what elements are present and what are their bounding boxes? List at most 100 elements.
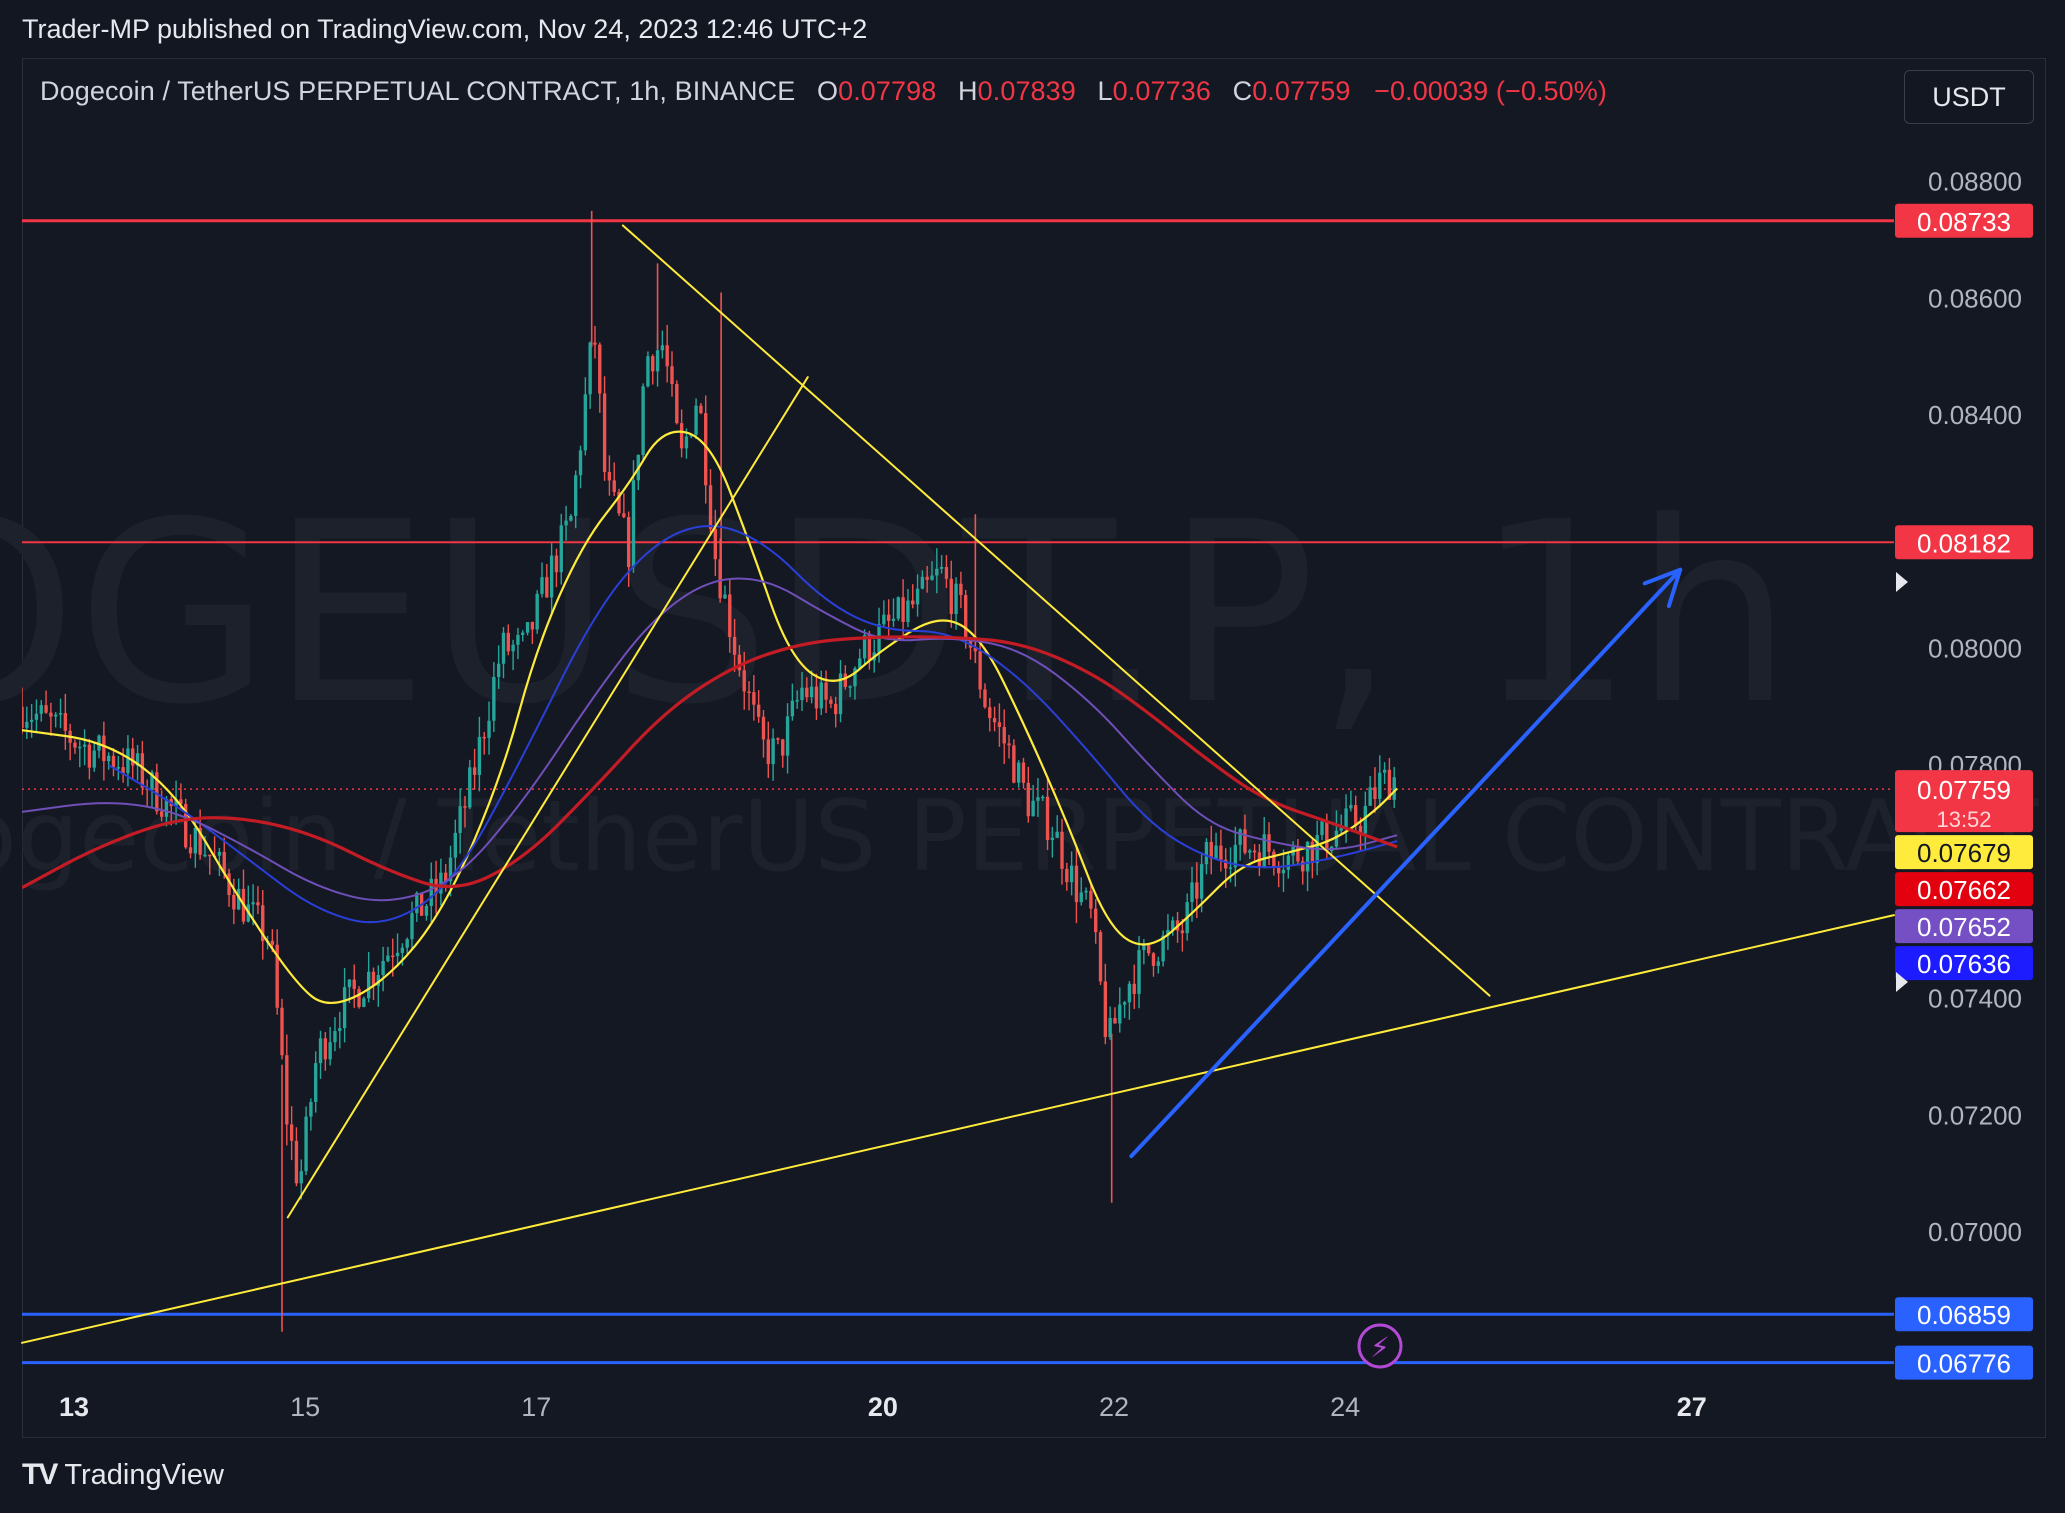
candle-body <box>862 635 867 659</box>
candle-body <box>607 471 612 481</box>
candle-body <box>651 356 655 372</box>
candle-body <box>602 393 607 472</box>
candle-body <box>227 873 231 895</box>
candle-body <box>728 594 732 637</box>
candle-body <box>1233 844 1238 868</box>
candle-body <box>834 703 838 715</box>
candle-body <box>371 971 376 986</box>
time-axis[interactable]: 13 15 17 20 22 24 27 <box>59 1392 1707 1422</box>
candle-body <box>574 475 578 517</box>
candle-body <box>289 1124 294 1141</box>
candle-body <box>684 436 689 449</box>
candle-body <box>1098 932 1103 982</box>
candle-body <box>1012 745 1016 783</box>
candle-body <box>1325 821 1329 851</box>
candle-body <box>116 767 120 769</box>
candle-body <box>843 673 848 687</box>
candle-body <box>704 413 708 486</box>
candle-body <box>1387 769 1392 800</box>
candle-body <box>501 632 506 664</box>
candle-body <box>251 902 255 905</box>
candle-body <box>742 670 746 692</box>
candle-body <box>1031 800 1035 817</box>
candle-body <box>867 635 872 661</box>
candle-body <box>665 345 669 367</box>
candle-body <box>29 719 34 722</box>
candle-body <box>444 872 448 882</box>
candle-body <box>641 386 645 455</box>
price-axis[interactable]: 0.088000.086000.084000.080000.078000.074… <box>1928 167 2022 1247</box>
candle-body <box>699 405 703 414</box>
alert-icon[interactable]: ⚡ <box>1357 1323 1403 1369</box>
candle-body <box>655 350 660 372</box>
candle-body <box>111 755 116 768</box>
candle-body <box>328 1042 332 1060</box>
ma-price-label: 0.07636 <box>1917 949 2011 979</box>
candle-body <box>1272 851 1276 868</box>
candle-body <box>1146 944 1151 954</box>
candle-body <box>309 1101 313 1117</box>
candle-body <box>506 632 510 652</box>
candle-body <box>87 744 92 768</box>
candle-body <box>622 513 626 518</box>
candle-body <box>261 905 265 942</box>
time-tick-label: 17 <box>521 1392 551 1422</box>
candle-body <box>1354 805 1358 826</box>
candle-body <box>285 1055 289 1125</box>
candles <box>22 210 1396 1332</box>
candle-body <box>352 979 356 989</box>
candle-body <box>1050 837 1055 840</box>
candle-body <box>82 744 87 747</box>
candle-body <box>1021 762 1026 783</box>
candle-body <box>896 597 900 619</box>
candle-body <box>939 567 944 569</box>
candle-body <box>559 525 563 573</box>
change-value: −0.00039 (−0.50%) <box>1374 76 1607 106</box>
candle-body <box>150 772 154 790</box>
candle-body <box>1344 808 1348 828</box>
level-price-label-bg <box>1895 203 2033 238</box>
candle-body <box>1084 890 1088 893</box>
level-price-label: 0.06859 <box>1917 1300 2011 1330</box>
candle-body <box>429 878 433 906</box>
countdown-label: 13:52 <box>1936 807 1991 832</box>
scale-marker-icon[interactable] <box>1896 572 1908 992</box>
trendline <box>1129 567 1683 1159</box>
candle-body <box>511 644 515 652</box>
candle-body <box>997 722 1002 727</box>
tradingview-brand[interactable]: TV TradingView <box>22 1458 224 1492</box>
symbol-legend: Dogecoin / TetherUS PERPETUAL CONTRACT, … <box>40 76 1607 107</box>
candle-body <box>516 634 520 645</box>
candle-body <box>1069 865 1074 883</box>
candle-body <box>886 614 891 621</box>
candle-body <box>415 892 419 914</box>
watermark-line1: DOGEUSDT.P, 1h <box>0 468 1792 759</box>
candle-body <box>1209 841 1213 859</box>
candle-body <box>954 583 958 615</box>
candle-body <box>49 712 53 717</box>
candle-body <box>983 689 987 708</box>
candle-body <box>549 555 554 598</box>
candle-body <box>1228 867 1233 869</box>
candle-body <box>236 888 241 910</box>
candle-body <box>1334 830 1339 847</box>
time-tick-label: 20 <box>868 1392 898 1422</box>
candle-body <box>1276 867 1281 874</box>
currency-button[interactable]: USDT <box>1904 70 2034 124</box>
candle-body <box>689 434 693 437</box>
candle-body <box>39 705 43 714</box>
candle-body <box>588 342 592 395</box>
price-tick-label: 0.08800 <box>1928 167 2022 197</box>
candle-body <box>679 423 684 449</box>
candle-body <box>1180 930 1185 934</box>
candle-body <box>1363 805 1368 834</box>
trendlines[interactable] <box>21 224 1895 1344</box>
candle-body <box>646 356 650 387</box>
candle-body <box>911 600 915 605</box>
last-price-box <box>1895 770 2033 833</box>
candle-body <box>809 686 814 698</box>
level-price-label: 0.08733 <box>1917 207 2011 237</box>
candle-body <box>1296 847 1300 862</box>
price-axis-labels: 0.08733 0.08182 0.06859 0.06776 0.0775913:52… <box>1895 203 2033 1380</box>
